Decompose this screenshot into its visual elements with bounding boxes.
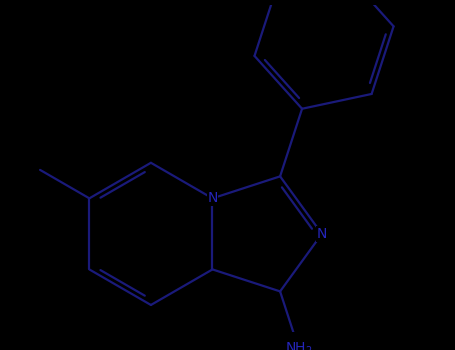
Text: N: N: [317, 227, 327, 241]
Text: NH$_2$: NH$_2$: [285, 341, 313, 350]
Text: N: N: [207, 191, 217, 205]
